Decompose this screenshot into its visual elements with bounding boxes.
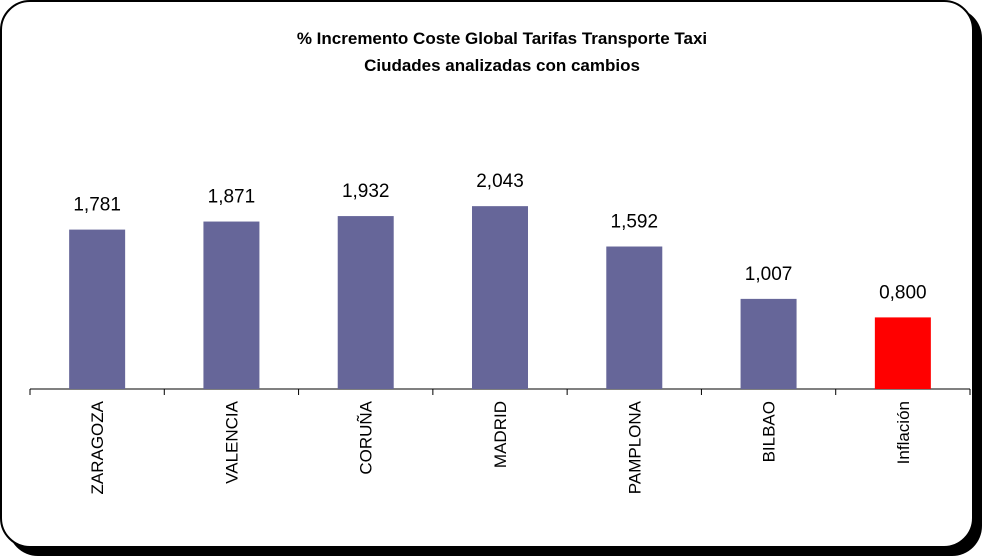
category-label: Inflación — [894, 401, 913, 464]
category-label: BILBAO — [760, 401, 779, 462]
bar — [472, 206, 528, 389]
bar — [874, 317, 931, 389]
bar — [606, 246, 663, 389]
bar — [337, 216, 394, 389]
category-label: CORUÑA — [357, 400, 376, 474]
data-label: 0,800 — [879, 282, 927, 303]
data-label: 2,043 — [476, 171, 524, 192]
bar — [69, 229, 126, 389]
category-label: PAMPLONA — [625, 400, 644, 494]
data-label: 1,871 — [208, 187, 256, 208]
chart-subtitle: Ciudades analizadas con cambios — [364, 56, 640, 75]
data-label: 1,781 — [73, 195, 121, 216]
data-label: 1,932 — [342, 181, 390, 202]
category-label: VALENCIA — [222, 400, 241, 483]
bar — [740, 298, 797, 389]
chart-title: % Incremento Coste Global Tarifas Transp… — [297, 29, 707, 48]
data-label: 1,592 — [611, 212, 659, 233]
plot-area: 1,781 ZARAGOZA 1,871 VALENCIA 1,932 CORUÑA 2,0… — [29, 171, 971, 495]
category-label: ZARAGOZA — [88, 400, 107, 494]
bar — [203, 221, 260, 389]
category-label: MADRID — [491, 401, 510, 468]
data-label: 1,007 — [745, 264, 793, 285]
